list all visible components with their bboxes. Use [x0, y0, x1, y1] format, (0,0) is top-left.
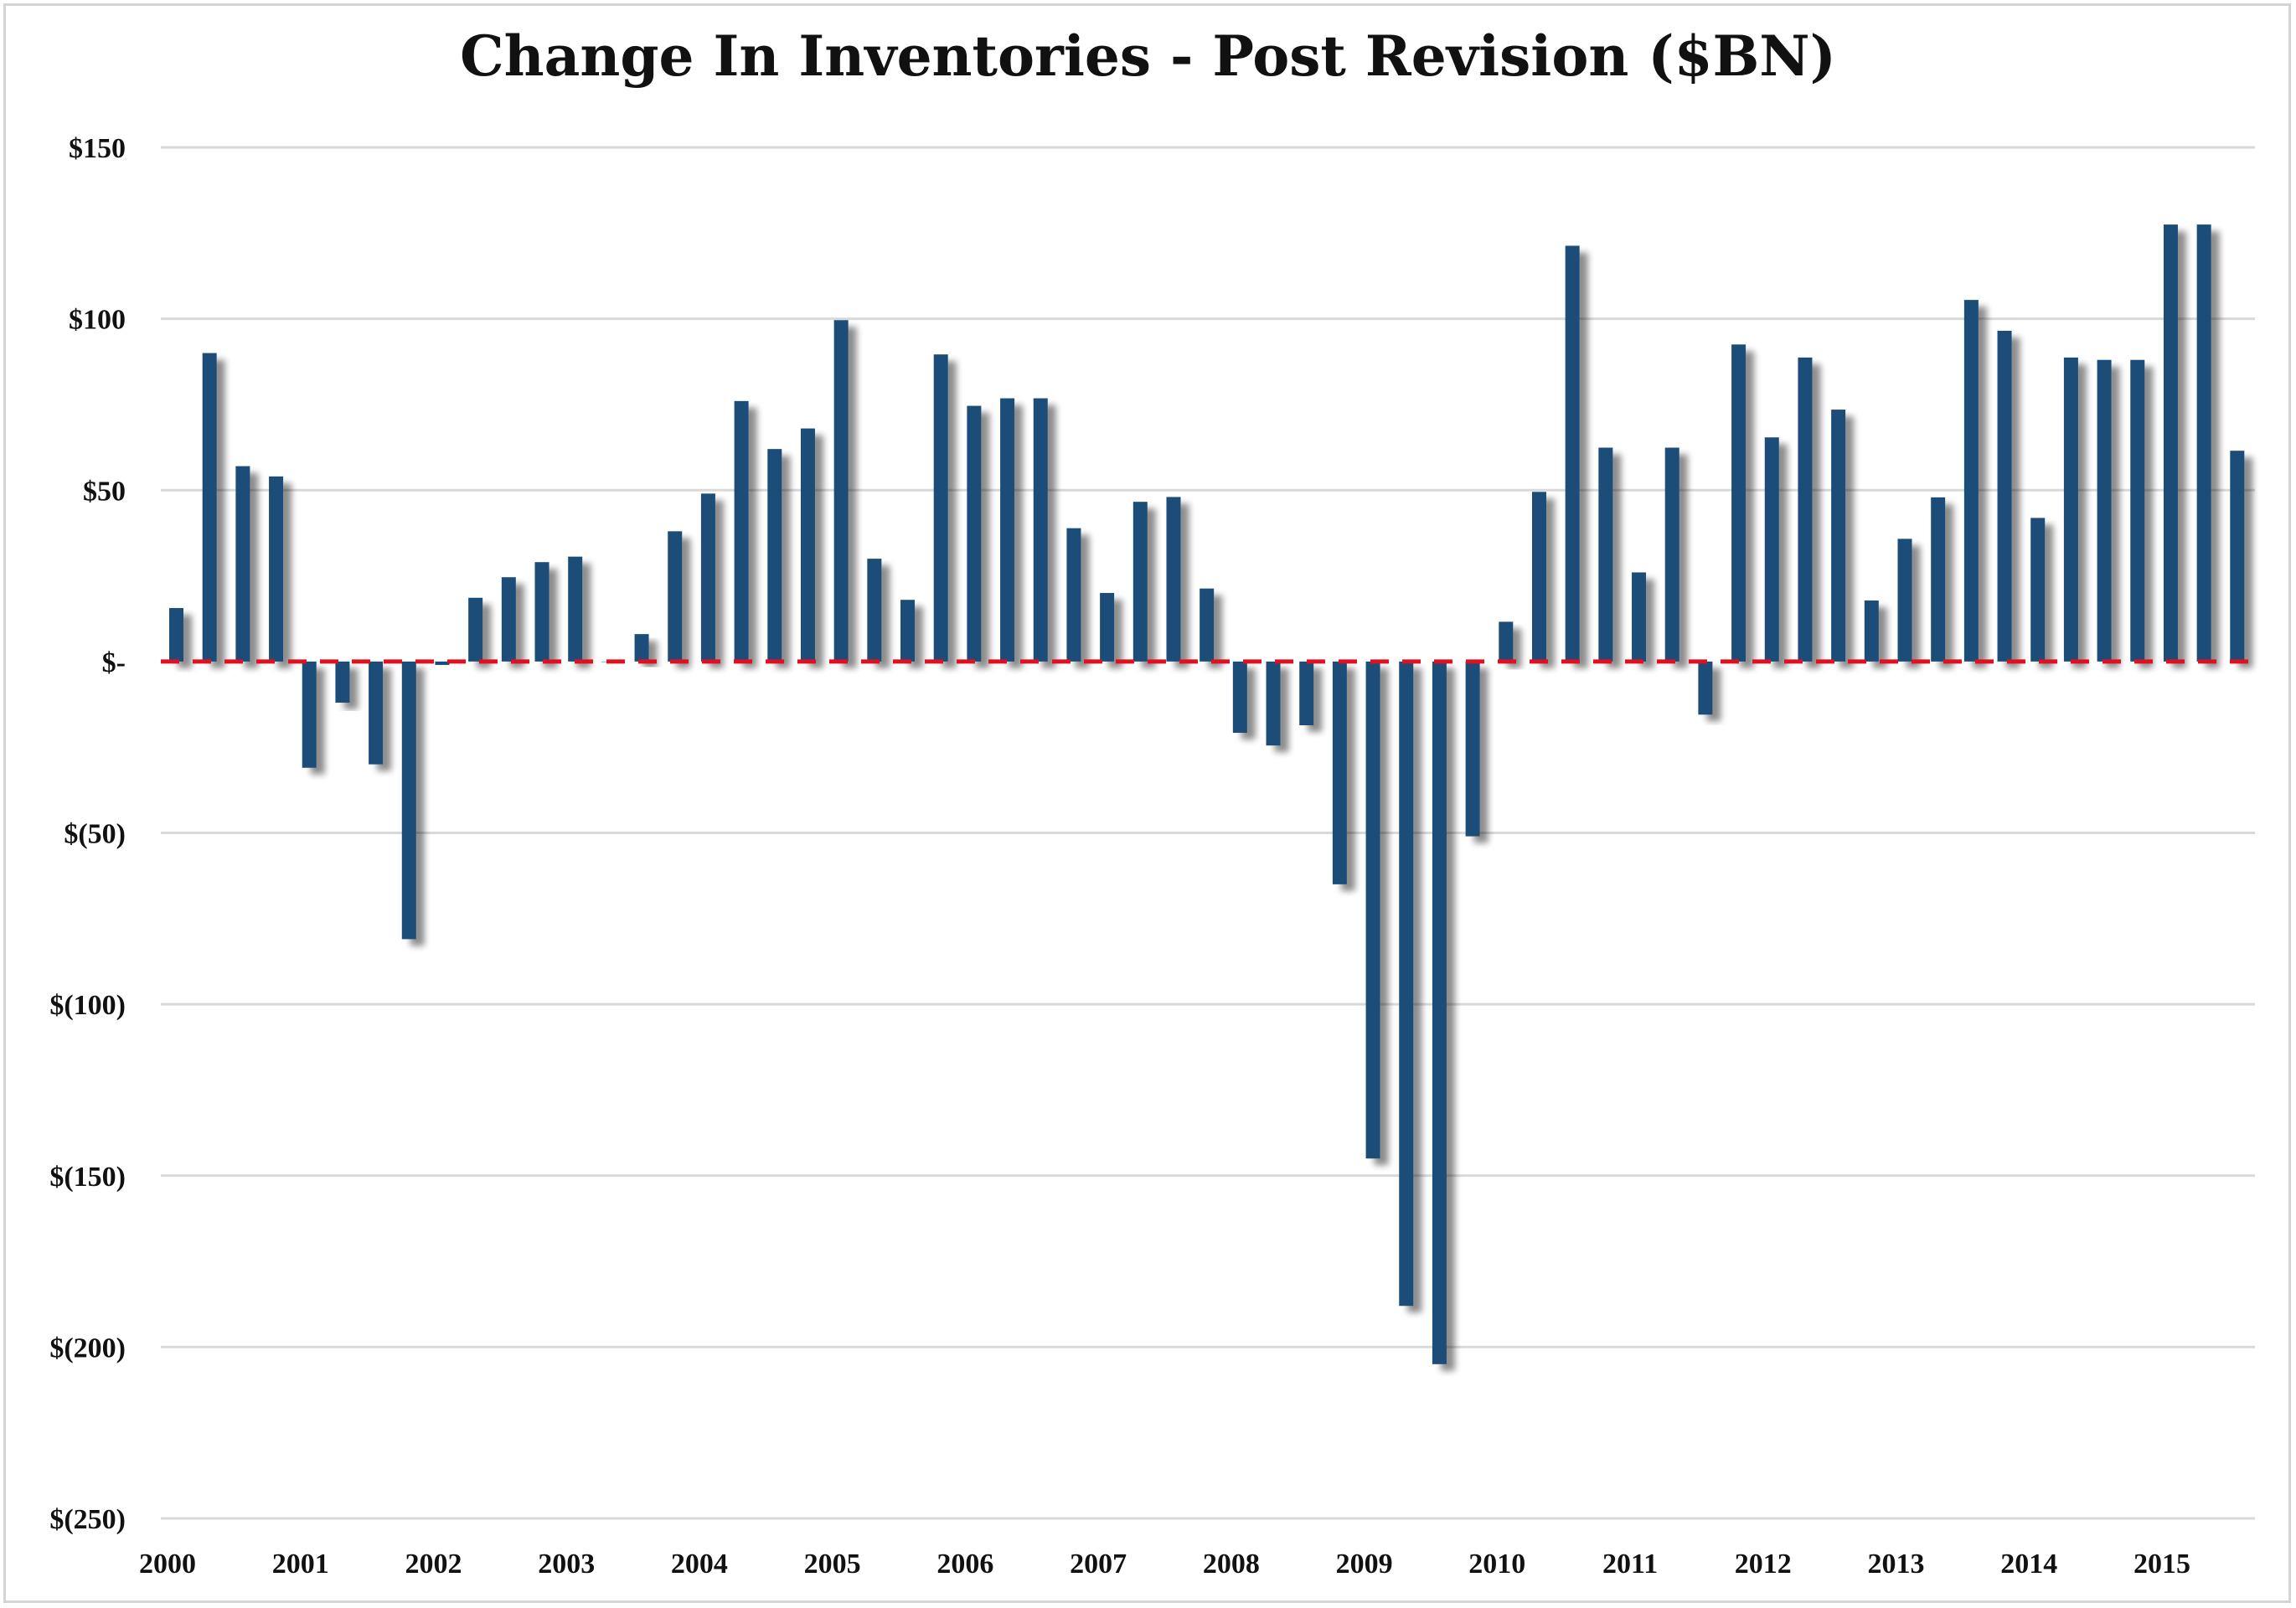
x-tick-label: 2014 — [2000, 1549, 2057, 1580]
bar — [1000, 398, 1015, 662]
bar — [1465, 661, 1480, 837]
x-tick-label: 2001 — [272, 1549, 329, 1580]
bar — [169, 608, 183, 662]
chart-title: Change In Inventories - Post Revision ($… — [460, 23, 1836, 89]
y-tick-label: $50 — [83, 476, 126, 507]
bar — [1598, 447, 1613, 662]
y-tick-label: $(150) — [49, 1162, 126, 1193]
bar — [2063, 357, 2078, 662]
bar — [534, 562, 549, 662]
bar — [1299, 661, 1314, 725]
x-axis-ticks: 2000 2001 2002 2003 2004 2005 2006 2007 2008 2009… — [139, 1549, 2190, 1580]
x-tick-label: 2011 — [1602, 1549, 1658, 1580]
bar — [2030, 518, 2046, 662]
bar — [1332, 661, 1347, 884]
bar — [933, 354, 948, 662]
bar — [202, 353, 217, 662]
y-tick-label: $(50) — [64, 819, 126, 850]
bar — [1266, 661, 1281, 746]
bar — [1831, 410, 1846, 662]
bar — [2097, 359, 2112, 662]
bar — [800, 428, 815, 662]
bar — [468, 597, 483, 662]
bar — [1033, 398, 1048, 662]
bar — [1133, 502, 1148, 662]
bar — [668, 531, 683, 662]
y-tick-label: $(200) — [49, 1332, 126, 1363]
bar — [767, 449, 782, 662]
bar — [700, 493, 715, 662]
x-tick-label: 2004 — [671, 1549, 728, 1580]
x-tick-label: 2002 — [405, 1549, 462, 1580]
bar — [1565, 245, 1580, 662]
bar — [269, 476, 284, 662]
bar — [1997, 330, 2012, 662]
y-tick-label: $- — [102, 647, 126, 678]
bar — [1166, 497, 1181, 662]
bar — [867, 559, 882, 662]
bar — [900, 600, 916, 662]
x-tick-label: 2010 — [1468, 1549, 1525, 1580]
x-tick-label: 2000 — [139, 1549, 196, 1580]
bar — [1200, 588, 1215, 662]
y-tick-label: $(100) — [49, 990, 126, 1021]
bar — [634, 634, 649, 662]
bar — [1798, 357, 1813, 662]
y-tick-label: $100 — [69, 305, 126, 336]
bar — [2230, 451, 2245, 662]
x-tick-label: 2008 — [1203, 1549, 1260, 1580]
bar — [1066, 528, 1081, 662]
bar — [1531, 492, 1546, 662]
bar — [568, 556, 583, 662]
bar — [1399, 661, 1414, 1306]
bar — [1100, 593, 1115, 662]
bar — [401, 661, 416, 940]
bar — [1963, 300, 1979, 662]
gridlines — [161, 146, 2255, 1520]
bar — [1764, 437, 1779, 662]
bar — [235, 466, 250, 662]
bar — [1632, 572, 1647, 662]
bar — [833, 320, 849, 662]
x-tick-label: 2009 — [1336, 1549, 1393, 1580]
bar — [302, 661, 317, 768]
x-tick-label: 2006 — [936, 1549, 993, 1580]
bar — [369, 661, 384, 765]
bar — [1931, 497, 1946, 662]
bar — [1731, 344, 1747, 662]
bar — [734, 400, 749, 662]
x-tick-label: 2012 — [1735, 1549, 1792, 1580]
bar — [1499, 621, 1514, 662]
bar — [1698, 661, 1713, 715]
bar — [2196, 224, 2211, 662]
bar — [1232, 661, 1247, 733]
bar — [501, 577, 516, 662]
bar — [335, 661, 350, 703]
bar — [1664, 447, 1679, 662]
x-tick-label: 2013 — [1867, 1549, 1924, 1580]
y-axis-ticks: $150 $100 $50 $- $(50) $(100) $(150) $(200) $(25… — [49, 133, 126, 1535]
y-tick-label: $(250) — [49, 1504, 126, 1535]
bar — [2163, 224, 2178, 662]
bar — [967, 405, 982, 662]
bar — [2130, 359, 2145, 662]
x-tick-label: 2007 — [1070, 1549, 1127, 1580]
x-tick-label: 2005 — [804, 1549, 861, 1580]
x-tick-label: 2015 — [2133, 1549, 2190, 1580]
y-tick-label: $150 — [69, 133, 126, 164]
bar — [1864, 600, 1879, 662]
chart-frame — [3, 3, 2291, 1603]
bar — [1897, 539, 1912, 662]
bar — [435, 661, 450, 665]
bar — [1432, 661, 1447, 1364]
x-tick-label: 2003 — [538, 1549, 595, 1580]
bars — [169, 224, 2245, 1364]
bar — [1365, 661, 1380, 1159]
